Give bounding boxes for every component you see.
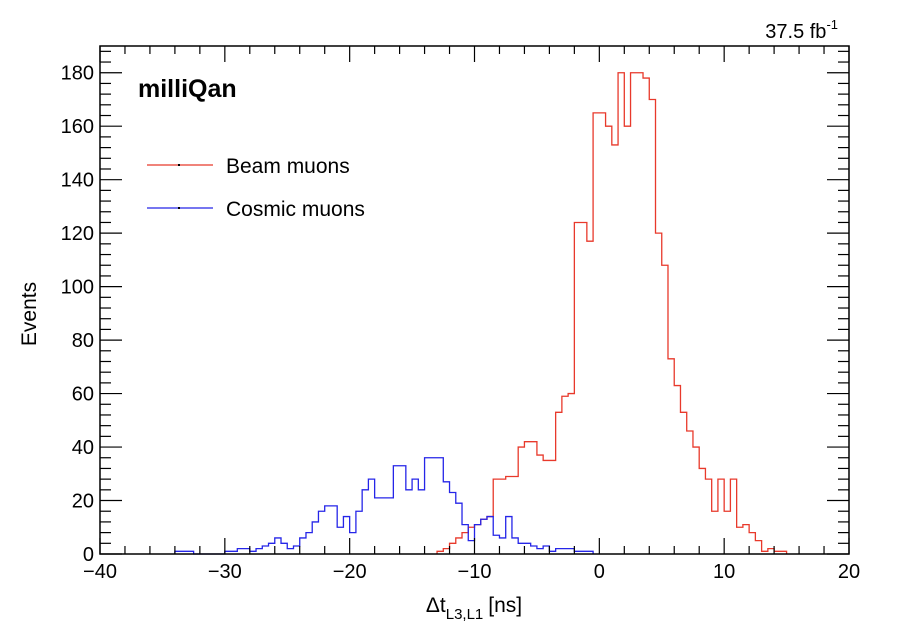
x-tick-label: −30 <box>208 561 242 583</box>
y-tick-label: 80 <box>72 330 94 352</box>
x-tick-label: −10 <box>458 561 492 583</box>
x-tick-label: 20 <box>838 561 860 583</box>
luminosity-label: 37.5 fb-1 <box>765 17 838 43</box>
legend-marker-cosmic-muons <box>178 207 180 209</box>
legend: Beam muons Cosmic muons <box>147 155 365 221</box>
x-tick-label: −40 <box>83 561 117 583</box>
luminosity-value: 37.5 fb <box>765 21 826 43</box>
tick-labels: −40 −30 −20 −10 0 10 20 0 20 40 60 80 100 120 140 160 18… <box>61 63 861 583</box>
y-tick-label: 160 <box>61 116 94 138</box>
x-tick-label: −20 <box>333 561 367 583</box>
x-axis-title: ΔtL3,L1 [ns] <box>426 594 522 623</box>
y-tick-label: 180 <box>61 63 94 85</box>
x-axis-title-delta: Δ <box>426 594 440 617</box>
y-tick-label: 60 <box>72 384 94 406</box>
x-axis-title-unit: [ns] <box>488 594 522 617</box>
x-tick-label: 0 <box>594 561 605 583</box>
brand-label: milliQan <box>138 75 237 103</box>
x-axis-title-subscript: L3,L1 <box>446 606 484 623</box>
histogram-cosmic-muons <box>174 457 594 555</box>
axis-ticks <box>99 46 850 555</box>
y-tick-label: 100 <box>61 277 94 299</box>
plot-frame <box>99 45 850 555</box>
y-tick-label: 0 <box>83 544 94 566</box>
y-tick-label: 40 <box>72 437 94 459</box>
luminosity-exponent: -1 <box>826 17 838 32</box>
x-axis-title-base: t <box>440 594 446 617</box>
y-tick-label: 140 <box>61 170 94 192</box>
y-tick-label: 20 <box>72 491 94 513</box>
y-axis-title: Events <box>18 282 41 346</box>
legend-label-cosmic-muons: Cosmic muons <box>226 198 365 221</box>
legend-marker-beam-muons <box>178 164 180 166</box>
legend-label-beam-muons: Beam muons <box>226 155 350 178</box>
x-tick-label: 10 <box>713 561 735 583</box>
y-tick-label: 120 <box>61 223 94 245</box>
histogram-layer <box>174 72 788 555</box>
